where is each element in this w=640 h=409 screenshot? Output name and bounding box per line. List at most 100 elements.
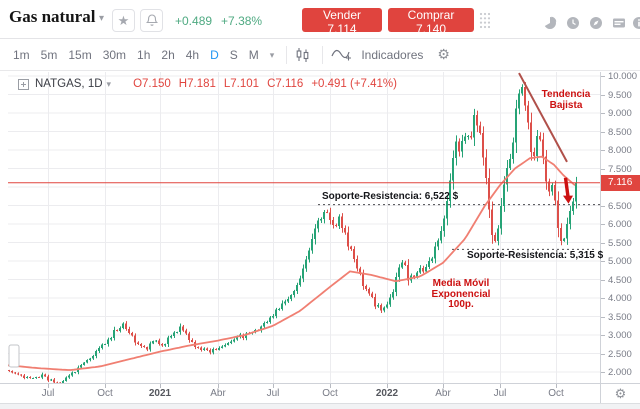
time-tick-label-Oct: Oct: [322, 388, 338, 399]
time-tick-mark: [218, 384, 219, 388]
change-absolute: +0.489: [175, 14, 213, 28]
price-tick-mark: [601, 261, 605, 262]
price-tick-label: 6.000: [608, 219, 632, 230]
instrument-title: Gas natural: [9, 7, 96, 26]
price-change: +0.489 +7.38%: [175, 14, 271, 28]
chevron-down-icon[interactable]: ▾: [106, 78, 112, 89]
time-tick-label-Oct: Oct: [548, 388, 564, 399]
price-tick-mark: [601, 150, 605, 151]
indicators-button[interactable]: Indicadores: [361, 47, 424, 62]
time-tick-label-2021: 2021: [148, 388, 172, 399]
timeframe-S[interactable]: S: [229, 47, 238, 62]
timeframe-1m[interactable]: 1m: [13, 47, 30, 62]
price-tick-label: 9.500: [608, 89, 632, 101]
alert-button[interactable]: [140, 9, 163, 32]
timeframe-2h[interactable]: 2h: [161, 47, 175, 62]
price-tick-mark: [601, 94, 605, 96]
chart-toolbar: 1m 5m 15m 30m 1h 2h 4h D S M ▾ Indicadores ⚙: [0, 39, 640, 71]
timeframe-5m[interactable]: 5m: [40, 47, 58, 62]
axis-gear-icon[interactable]: ⚙: [614, 385, 627, 401]
settings-gear-icon[interactable]: ⚙: [437, 46, 450, 62]
expand-legend-icon[interactable]: [18, 78, 29, 90]
price-tick-label: 10.000: [608, 71, 638, 82]
info-icon[interactable]: [632, 16, 640, 30]
price-tick-label: 5.000: [608, 256, 632, 267]
price-tick-mark: [601, 131, 605, 133]
symbol-label[interactable]: NATGAS, 1D: [35, 78, 103, 90]
pie-chart-icon[interactable]: [543, 16, 557, 30]
ohlc-open: O7.150: [133, 78, 171, 90]
ohlc-change: +0.491 (+7.41%): [311, 78, 397, 90]
price-tick-label: 8.000: [608, 145, 632, 156]
chart-legend: NATGAS, 1D ▾ O7.150 H7.181 L7.101 C7.116…: [18, 78, 405, 90]
support-resistance-label-1[interactable]: Soporte-Resistencia: 6,522 $: [322, 191, 459, 202]
timeframe-4h[interactable]: 4h: [185, 47, 200, 62]
chevron-down-icon[interactable]: ▾: [269, 50, 275, 60]
chevron-down-icon[interactable]: ▾: [99, 13, 105, 24]
drag-handle-icon[interactable]: [479, 12, 490, 29]
price-tick-label: 9.000: [608, 108, 632, 119]
change-percent: +7.38%: [221, 14, 263, 28]
time-tick-label-Oct: Oct: [97, 388, 113, 399]
timeframe-15m[interactable]: 15m: [68, 47, 92, 62]
price-tick-mark: [601, 76, 605, 77]
price-tick-mark: [601, 242, 605, 244]
price-tick-mark: [601, 298, 605, 299]
buy-button[interactable]: Comprar 7.140: [388, 8, 474, 36]
price-tick-label: 2.000: [608, 367, 632, 378]
calendar-icon[interactable]: [612, 16, 626, 30]
price-tick-label: 6.500: [608, 200, 632, 212]
time-axis[interactable]: Jul Oct 2021 Abr Jul Oct 2022 Abr Jul Oct: [0, 383, 600, 403]
chart-canvas[interactable]: NATGAS, 1D ▾ O7.150 H7.181 L7.101 C7.116…: [8, 72, 604, 383]
favorite-button[interactable]: ★: [112, 9, 135, 32]
time-tick-label-Jul: Jul: [266, 388, 280, 399]
time-tick-mark: [330, 384, 331, 388]
time-tick-label-Abr: Abr: [435, 388, 451, 399]
price-tick-mark: [601, 168, 605, 170]
price-tick-mark: [601, 353, 605, 355]
price-tick-label: 5.500: [608, 237, 632, 249]
bell-icon: [145, 14, 158, 26]
price-tick-label: 8.500: [608, 126, 632, 138]
indicators-icon[interactable]: [331, 47, 352, 62]
toolbar-divider: [286, 45, 288, 64]
timeframe-M[interactable]: M: [248, 47, 259, 62]
time-tick-mark: [105, 384, 106, 388]
time-tick-label-Jul: Jul: [493, 388, 507, 399]
timeframe-1h[interactable]: 1h: [137, 47, 151, 62]
time-tick-label-2022: 2022: [375, 388, 399, 399]
timeframe-D[interactable]: D: [210, 47, 219, 62]
time-tick-mark: [160, 384, 161, 388]
clock-icon[interactable]: [566, 16, 580, 30]
price-tick-label: 3.500: [608, 311, 632, 323]
time-tick-mark: [443, 384, 444, 388]
price-tick-mark: [601, 224, 605, 225]
ohlc-close: C7.116: [267, 78, 304, 90]
price-tick-mark: [601, 205, 605, 207]
time-tick-label-Abr: Abr: [210, 388, 226, 399]
candlestick-chart[interactable]: [8, 72, 600, 383]
current-price-label: 7.116: [601, 174, 640, 191]
price-tick-label: 4.000: [608, 293, 632, 304]
sell-button[interactable]: Vender 7.114: [302, 8, 382, 36]
axis-settings-corner[interactable]: ⚙: [600, 383, 640, 403]
toolbar-divider: [322, 45, 324, 64]
timeframe-30m[interactable]: 30m: [102, 47, 127, 62]
support-resistance-label-2[interactable]: Soporte-Resistencia: 5,315 $: [467, 250, 604, 261]
star-icon: ★: [117, 12, 130, 28]
price-tick-mark: [601, 372, 605, 373]
price-axis[interactable]: 10.0009.5009.0008.5008.0007.5007.0006.50…: [600, 71, 640, 383]
time-tick-label-Jul: Jul: [41, 388, 55, 399]
time-tick-mark: [387, 384, 388, 388]
compass-icon[interactable]: [589, 16, 603, 30]
price-tick-mark: [601, 279, 605, 281]
candlestick-style-button[interactable]: [295, 47, 310, 63]
trendline-label[interactable]: Tendencia Bajista: [541, 89, 591, 111]
ema-label[interactable]: Media Móvil Exponencial 100p.: [431, 278, 491, 310]
time-tick-mark: [273, 384, 274, 388]
time-tick-mark: [556, 384, 557, 388]
time-tick-mark: [48, 384, 49, 388]
ohlc-high: H7.181: [178, 78, 216, 90]
price-tick-label: 2.500: [608, 348, 632, 360]
